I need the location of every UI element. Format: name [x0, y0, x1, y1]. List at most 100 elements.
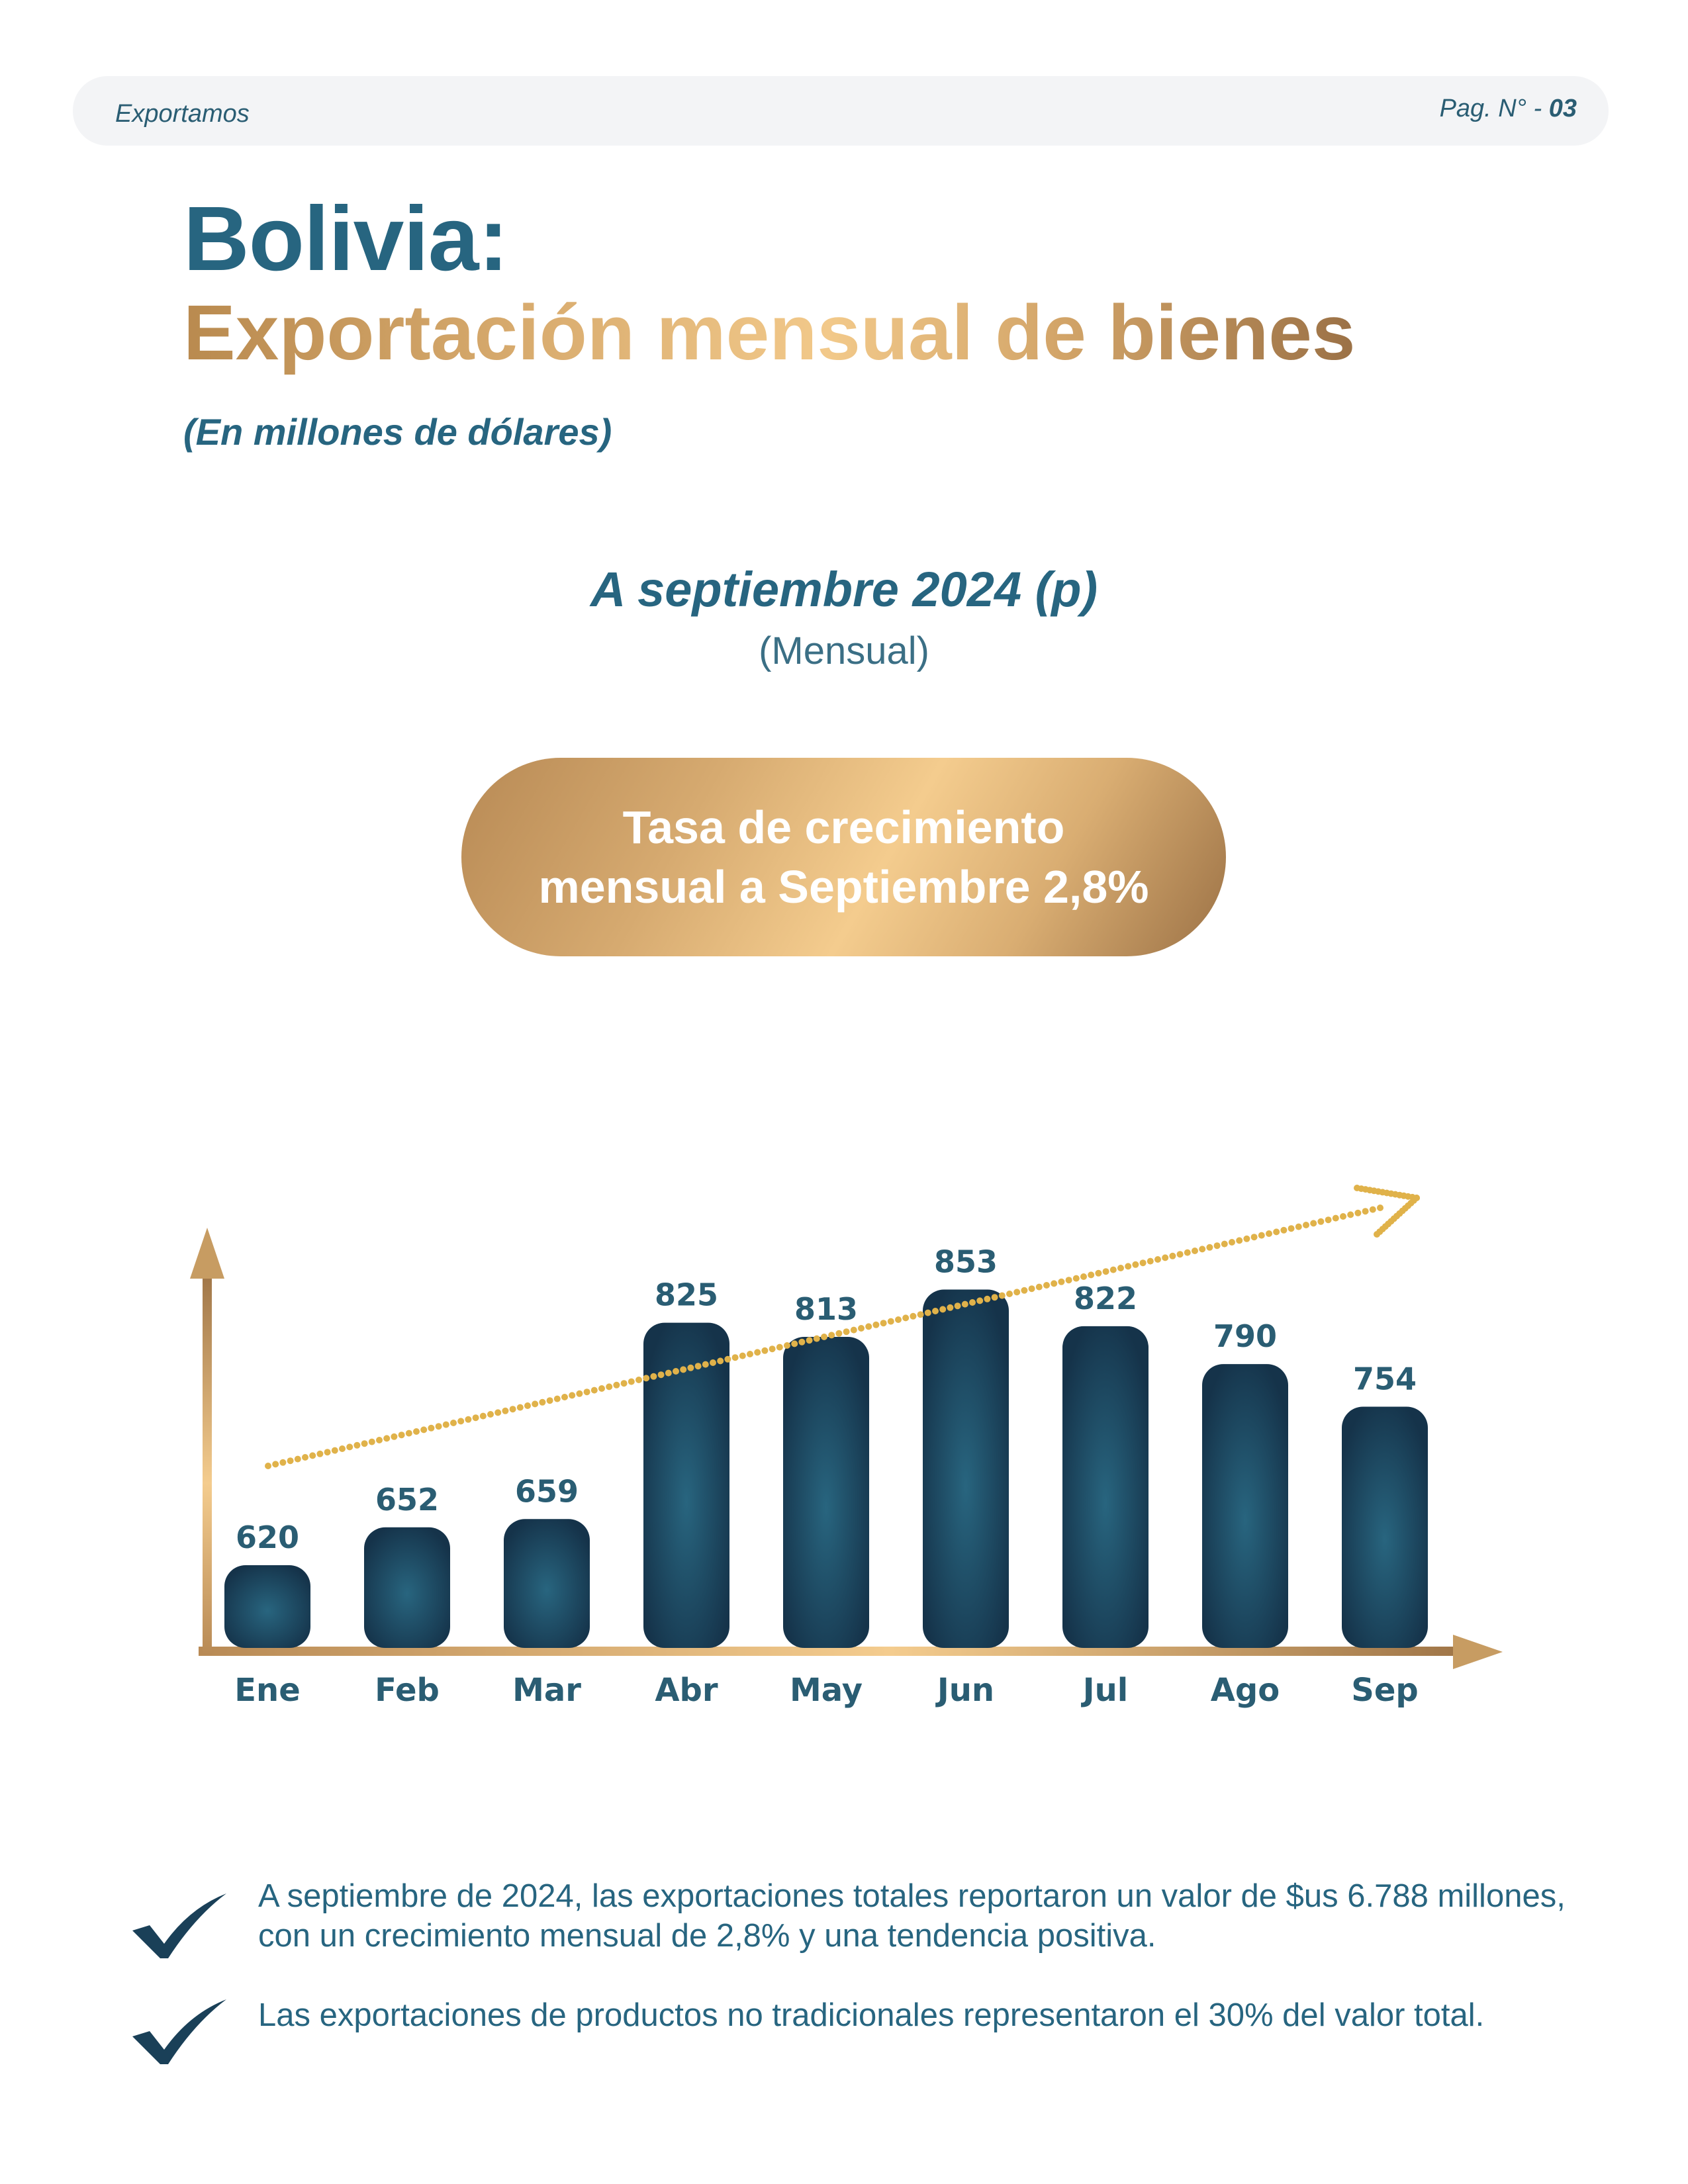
trend-dot [635, 1377, 642, 1383]
trend-dot [902, 1314, 910, 1322]
trend-dot [606, 1383, 613, 1390]
data-label: 825 [655, 1277, 718, 1313]
trend-dot [1250, 1234, 1258, 1241]
trend-dot [954, 1302, 961, 1310]
trend-dot [265, 1463, 271, 1469]
trend-dot [1162, 1254, 1169, 1261]
data-label: 790 [1213, 1318, 1277, 1354]
trend-dot [287, 1457, 294, 1465]
x-tick-label: Ene [234, 1672, 301, 1709]
data-label: 822 [1074, 1281, 1137, 1316]
trend-dot [1199, 1246, 1206, 1253]
trend-dot [1006, 1291, 1013, 1297]
trend-dot [835, 1330, 843, 1337]
trend-dot [924, 1309, 931, 1316]
trend-dot [331, 1447, 338, 1454]
trend-dot [561, 1394, 568, 1400]
bar-abr [643, 1322, 729, 1648]
trend-dot [1288, 1225, 1295, 1232]
growth-rate-line1: Tasa de crecimiento [622, 801, 1065, 853]
trend-dot [346, 1443, 353, 1451]
trend-dot [1362, 1208, 1369, 1215]
trend-dot [1125, 1263, 1132, 1270]
trend-dot [731, 1354, 739, 1361]
trend-dot [710, 1359, 716, 1366]
section-name: Exportamos [115, 100, 250, 128]
trend-dot [1132, 1261, 1139, 1268]
data-label: 813 [794, 1291, 858, 1327]
trend-dot [895, 1316, 902, 1323]
trend-dot [1266, 1230, 1272, 1237]
trend-dot [598, 1385, 605, 1392]
trend-dot [1095, 1269, 1102, 1277]
trend-dot [628, 1378, 635, 1385]
y-axis-line [203, 1274, 212, 1655]
page-title: Bolivia: [183, 188, 508, 290]
trend-dot [1065, 1277, 1072, 1284]
header-bar: Exportamos Pag. N° - 03 [73, 76, 1609, 146]
trend-dot [1221, 1240, 1228, 1248]
trend-dot [865, 1323, 872, 1330]
trend-dot [850, 1326, 857, 1334]
trend-dot [1295, 1223, 1302, 1230]
bar-mar [504, 1519, 590, 1648]
x-axis-line [199, 1647, 1456, 1656]
bar-sep [1342, 1406, 1428, 1648]
trend-dot [976, 1297, 984, 1304]
chart-labels: 620 Ene 652 Feb 659 Mar 825 Abr 813 May 853 Jun 822 J… [234, 1244, 1419, 1709]
trend-dot [1317, 1218, 1325, 1225]
trend-dot [479, 1412, 487, 1420]
trend-dot [680, 1366, 687, 1373]
trend-dot [665, 1369, 672, 1377]
trend-dot [872, 1321, 880, 1328]
growth-rate-line2: mensual a Septiembre 2,8% [538, 861, 1149, 913]
trend-dot [1192, 1248, 1198, 1254]
x-tick-label: Abr [655, 1672, 718, 1709]
y-axis-arrow [190, 1228, 224, 1279]
trend-dot [650, 1373, 657, 1380]
trend-dot [487, 1411, 494, 1418]
trend-dot [754, 1349, 761, 1356]
trend-dot [1058, 1278, 1065, 1285]
trend-dot [1340, 1213, 1346, 1220]
trend-dot [546, 1397, 553, 1404]
trend-dot [1147, 1257, 1154, 1265]
trend-line [265, 1185, 1420, 1469]
trend-dot [413, 1428, 420, 1435]
trend-dot [643, 1375, 650, 1382]
trend-dot [302, 1454, 308, 1461]
trend-dot [613, 1381, 620, 1388]
page-number: 03 [1548, 95, 1577, 122]
growth-rate-badge: Tasa de crecimiento mensual a Septiembre… [461, 758, 1226, 956]
trend-dot [821, 1334, 827, 1340]
x-axis-arrow [1453, 1635, 1503, 1669]
trend-dot [1176, 1251, 1184, 1258]
data-label: 620 [236, 1520, 299, 1555]
trend-dot [1369, 1206, 1376, 1213]
check-icon [130, 1889, 229, 1966]
trend-dot [1035, 1283, 1043, 1291]
trend-dot [998, 1292, 1006, 1299]
trend-dot [435, 1423, 442, 1430]
trend-dot [991, 1294, 998, 1301]
period-frequency: (Mensual) [759, 629, 929, 672]
x-tick-label: Jul [1081, 1672, 1128, 1709]
trend-dot [673, 1368, 679, 1375]
trend-dot [784, 1342, 790, 1349]
trend-dot [687, 1364, 694, 1371]
trend-dot [1243, 1235, 1250, 1242]
trend-dot [494, 1409, 502, 1416]
data-label: 754 [1353, 1361, 1417, 1396]
trend-dot [294, 1455, 301, 1463]
trend-dot [524, 1402, 531, 1409]
trend-dot [880, 1320, 887, 1327]
note-item: A septiembre de 2024, las exportaciones … [258, 1878, 1566, 1954]
trend-dot [1072, 1275, 1080, 1282]
trend-dot [583, 1388, 590, 1396]
trend-dot [376, 1437, 383, 1443]
trend-dot [1258, 1232, 1265, 1239]
trend-dot [316, 1450, 324, 1457]
trend-dot [576, 1390, 583, 1397]
trend-dot [1206, 1244, 1213, 1251]
